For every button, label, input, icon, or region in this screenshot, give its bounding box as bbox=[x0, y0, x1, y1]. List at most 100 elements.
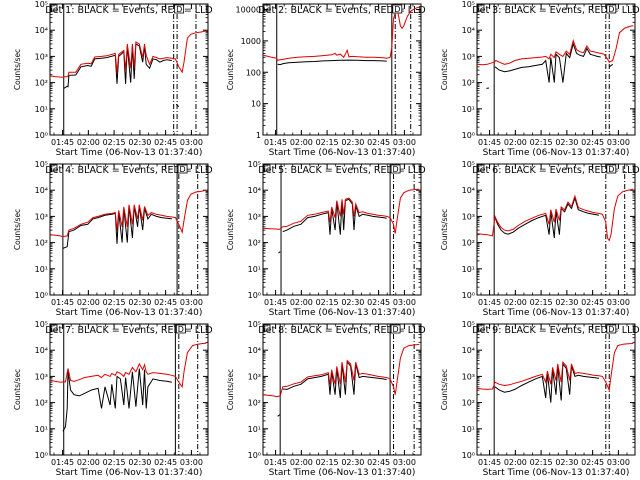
y-tick-label: 10⁰ bbox=[462, 291, 475, 300]
x-tick-label: 01:45 bbox=[264, 138, 287, 147]
y-tick-label: 10⁰ bbox=[462, 451, 475, 460]
lld-series-line bbox=[50, 189, 207, 238]
y-axis-label: Counts/sec bbox=[226, 369, 235, 410]
corner-box bbox=[263, 4, 271, 12]
y-tick-label: 10⁰ bbox=[35, 131, 48, 140]
y-tick-label: 10⁵ bbox=[462, 320, 475, 329]
x-tick-label: 02:15 bbox=[103, 138, 126, 147]
panel-det-3: Det 3: BLACK = Events, RED = LLD 10⁰ 10¹ 10… bbox=[440, 0, 640, 158]
events-series-line bbox=[277, 360, 387, 417]
y-tick-label: 10¹ bbox=[462, 105, 475, 114]
y-axis-label: Counts/sec bbox=[13, 209, 22, 250]
corner-box bbox=[477, 164, 485, 172]
y-axis-label: Counts/sec bbox=[440, 49, 449, 90]
corner-box bbox=[477, 324, 485, 332]
x-tick-label: 02:00 bbox=[290, 458, 313, 467]
y-tick-label: 10² bbox=[35, 399, 48, 408]
x-tick-label: 01:45 bbox=[478, 458, 501, 467]
y-axis-label: Counts/sec bbox=[226, 209, 235, 250]
corner-box bbox=[263, 324, 271, 332]
x-tick-label: 02:45 bbox=[367, 458, 390, 467]
y-tick-label: 10² bbox=[462, 399, 475, 408]
y-tick-label: 10³ bbox=[248, 372, 261, 381]
y-tick-label: 10⁴ bbox=[248, 346, 261, 355]
events-series-line bbox=[278, 198, 387, 254]
y-tick-label: 10⁵ bbox=[248, 320, 261, 329]
x-tick-label: 01:45 bbox=[478, 138, 501, 147]
y-tick-label: 10³ bbox=[462, 372, 475, 381]
x-tick-label: 02:15 bbox=[316, 138, 339, 147]
events-series-line bbox=[62, 368, 172, 432]
x-tick-label: 02:30 bbox=[555, 458, 578, 467]
x-tick-label: 01:45 bbox=[264, 298, 287, 307]
x-tick-label: 02:30 bbox=[555, 138, 578, 147]
x-tick-label: 02:00 bbox=[504, 458, 527, 467]
annotation-box bbox=[606, 164, 617, 174]
y-tick-label: 100 bbox=[246, 68, 261, 77]
x-tick-label: 01:45 bbox=[264, 458, 287, 467]
y-tick-label: 10² bbox=[248, 239, 261, 248]
annotation-box-label: D bbox=[608, 165, 614, 174]
y-tick-label: 10⁵ bbox=[248, 160, 261, 169]
annotation-box bbox=[177, 164, 188, 174]
panel-title: Det 7: BLACK = Events, RED = LLD bbox=[45, 325, 212, 336]
y-tick-label: 10¹ bbox=[462, 265, 475, 274]
lld-series-line bbox=[50, 342, 207, 389]
x-tick-label: 02:00 bbox=[77, 458, 100, 467]
y-tick-label: 10000 bbox=[236, 6, 261, 15]
annotation-box-label: D bbox=[394, 5, 400, 14]
x-tick-label: 03:00 bbox=[607, 458, 630, 467]
panel-det-9: Det 9: BLACK = Events, RED = LLD 10⁰ 10¹ 10… bbox=[440, 320, 640, 478]
events-series-line bbox=[494, 362, 599, 403]
x-tick-label: 03:00 bbox=[393, 138, 416, 147]
x-tick-label: 03:00 bbox=[180, 138, 203, 147]
x-tick-label: 02:15 bbox=[530, 298, 553, 307]
annotation-box-label: D bbox=[608, 5, 614, 14]
x-tick-label: 02:00 bbox=[504, 138, 527, 147]
annotation-box bbox=[606, 324, 617, 334]
annotation-box bbox=[174, 4, 185, 14]
corner-box bbox=[50, 324, 58, 332]
y-tick-label: 10³ bbox=[35, 52, 48, 61]
x-tick-label: 02:45 bbox=[581, 298, 604, 307]
x-tick-label: 02:00 bbox=[77, 138, 100, 147]
events-series-line bbox=[494, 196, 599, 239]
y-tick-label: 10¹ bbox=[248, 425, 261, 434]
y-tick-label: 10⁵ bbox=[462, 0, 475, 9]
x-tick-label: 02:15 bbox=[316, 458, 339, 467]
panel-title: Det 2: BLACK = Events, RED = LLD bbox=[258, 5, 425, 16]
x-tick-label: 02:30 bbox=[555, 298, 578, 307]
plot-frame bbox=[476, 3, 636, 136]
x-tick-label: 02:30 bbox=[341, 298, 364, 307]
y-axis-label: Counts/sec bbox=[226, 49, 235, 90]
corner-box bbox=[477, 4, 485, 12]
y-tick-label: 10⁴ bbox=[462, 186, 475, 195]
events-series-line bbox=[486, 42, 613, 89]
lld-series-line bbox=[477, 343, 634, 392]
plot-frame bbox=[476, 163, 636, 296]
y-tick-label: 1 bbox=[256, 131, 261, 140]
y-axis-label: Counts/sec bbox=[440, 369, 449, 410]
x-tick-label: 01:45 bbox=[478, 298, 501, 307]
lld-series-line bbox=[263, 188, 420, 234]
lld-series-line bbox=[50, 30, 207, 78]
y-axis-label: Counts/sec bbox=[440, 209, 449, 250]
panel-title: Det 5: BLACK = Events, RED = LLD bbox=[258, 165, 425, 176]
panel-title: Det 1: BLACK = Events, RED = LLD bbox=[45, 5, 212, 16]
y-tick-label: 10² bbox=[462, 79, 475, 88]
x-tick-label: 02:00 bbox=[77, 298, 100, 307]
annotation-box bbox=[392, 4, 403, 14]
x-tick-label: 02:45 bbox=[154, 298, 177, 307]
y-tick-label: 10⁵ bbox=[35, 160, 48, 169]
x-axis-label: Start Time (06-Nov-13 01:37:40) bbox=[483, 468, 630, 478]
annotation-box-label: D bbox=[178, 325, 184, 334]
y-tick-label: 10¹ bbox=[248, 265, 261, 274]
y-tick-label: 10⁰ bbox=[248, 291, 261, 300]
x-tick-label: 02:30 bbox=[341, 138, 364, 147]
events-series-line bbox=[277, 59, 387, 66]
y-tick-label: 10⁴ bbox=[462, 346, 475, 355]
y-tick-label: 10³ bbox=[35, 212, 48, 221]
y-tick-label: 10⁴ bbox=[248, 186, 261, 195]
y-tick-label: 10⁰ bbox=[462, 131, 475, 140]
